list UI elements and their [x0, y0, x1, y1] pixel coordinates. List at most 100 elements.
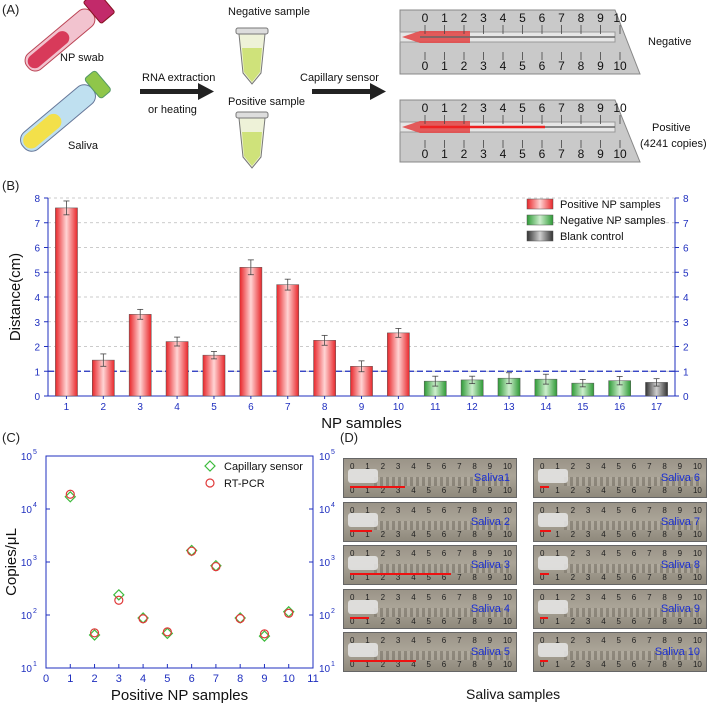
photo-tick: 10	[502, 660, 512, 669]
photo-tick: 9	[487, 636, 493, 645]
ruler-tick-label: 10	[613, 147, 627, 161]
rt-pcr-point	[89, 628, 100, 638]
x-tick-label: 12	[467, 402, 479, 413]
photo-tick: 0	[350, 616, 355, 626]
photo-tick: 8	[662, 549, 667, 558]
y-tick-label-right: 0	[683, 392, 689, 403]
ruler-tick-label: 9	[597, 101, 604, 115]
photo-ruler-bottom: 0 1 2 3 4 5 6 7 8 9 10	[540, 617, 702, 626]
negative-sensor	[399, 9, 641, 75]
capillary-sensor-point	[161, 627, 174, 640]
bar	[128, 314, 152, 397]
photo-tick: 7	[647, 505, 652, 515]
x-tick-label: 10	[283, 673, 295, 685]
photo-tick: 5	[426, 592, 431, 602]
photo-tick: 5	[426, 462, 431, 471]
photo-tick: 1	[555, 573, 560, 582]
bar	[239, 267, 263, 397]
photo-tick: 2	[380, 505, 386, 515]
photo-tick: 9	[677, 529, 683, 539]
saliva-photo: 0 1 2 3 4 5 6 7 8 9 10 0 1 2 3 4 5 6 7 8 9 10 Saliva 7	[533, 501, 707, 542]
photo-tick: 7	[457, 616, 462, 626]
positive-tube	[235, 111, 269, 169]
saliva-photo: 0 1 2 3 4 5 6 7 8 9 10 0 1 2 3 4 5 6 7 8 9 10 Saliva 2	[343, 501, 517, 542]
legend-marker	[204, 460, 216, 472]
photo-tick: 1	[365, 529, 370, 539]
photo-tick: 6	[441, 592, 447, 602]
photo-ruler-top: 0 1 2 3 4 5 6 7 8 9 10	[350, 549, 512, 558]
photo-red-mark	[540, 573, 550, 575]
photo-tick: 6	[631, 505, 637, 515]
photo-tick: 3	[395, 573, 401, 582]
or-heating-label: or heating	[148, 104, 197, 116]
rt-pcr-point	[259, 629, 270, 639]
photo-tick: 4	[601, 549, 606, 558]
y-tick-base: 10	[21, 505, 33, 516]
photo-tick: 9	[487, 549, 493, 558]
photo-tick: 9	[677, 486, 683, 495]
y-axis-label: Copies/μL	[3, 528, 20, 596]
photo-tick: 9	[487, 573, 493, 582]
x-tick-label: 15	[577, 402, 589, 413]
photo-tick: 7	[457, 462, 462, 471]
photo-tick: 4	[601, 486, 606, 495]
positive-copies-label: (4241 copies)	[640, 138, 707, 150]
photo-tick: 10	[502, 636, 512, 645]
photo-tick: 8	[472, 660, 477, 669]
photo-tick: 0	[350, 486, 355, 495]
photo-channel	[564, 651, 700, 660]
ruler-tick-label: 0	[422, 101, 429, 115]
photo-tick: 3	[585, 660, 591, 669]
ruler-tick-label: 8	[578, 147, 585, 161]
ruler-tick-label: 2	[461, 59, 468, 73]
photo-tick: 9	[487, 592, 493, 602]
ruler-tick-label: 4	[500, 59, 507, 73]
photo-tick: 2	[570, 660, 576, 669]
photo-tick: 9	[677, 505, 683, 515]
photo-tick: 10	[692, 660, 702, 669]
photo-tick: 1	[555, 505, 560, 515]
photo-tick: 5	[426, 549, 431, 558]
photo-tick: 9	[677, 636, 683, 645]
photo-tick: 5	[426, 529, 431, 539]
bar	[165, 341, 189, 397]
photo-tick: 0	[540, 616, 545, 626]
photo-tick: 1	[555, 636, 560, 645]
photo-tick: 10	[502, 529, 512, 539]
photo-label: Saliva 10	[654, 646, 700, 658]
photo-tick: 4	[601, 616, 606, 626]
photo-tick: 0	[350, 549, 355, 558]
photo-channel	[564, 607, 700, 617]
photo-tick: 7	[647, 462, 652, 471]
photo-tick: 3	[585, 616, 591, 626]
saliva-samples-caption: Saliva samples	[466, 686, 561, 702]
photo-tick: 3	[395, 505, 401, 515]
photo-tick: 2	[570, 462, 576, 471]
photo-tick: 4	[601, 660, 606, 669]
photo-tick: 10	[502, 592, 512, 602]
photo-ruler-top: 0 1 2 3 4 5 6 7 8 9 10	[540, 593, 702, 602]
x-tick-label: 14	[540, 402, 552, 413]
photo-tick: 1	[555, 529, 560, 539]
photo-red-mark	[350, 486, 406, 488]
photo-tick: 9	[487, 616, 493, 626]
photo-tick: 9	[487, 486, 493, 495]
photo-tick: 3	[585, 505, 591, 515]
y-tick-base: 10	[21, 558, 33, 569]
photo-ruler-top: 0 1 2 3 4 5 6 7 8 9 10	[350, 462, 512, 471]
photo-tick: 3	[585, 529, 591, 539]
x-tick-label: 16	[614, 402, 626, 413]
rt-pcr-point	[284, 608, 294, 618]
rt-pcr-point	[162, 627, 172, 637]
photo-tick: 10	[692, 573, 702, 582]
saliva-label: Saliva	[68, 140, 98, 152]
photo-tick: 1	[365, 486, 370, 495]
photo-label: Saliva 6	[660, 472, 700, 484]
photo-tick: 3	[585, 549, 591, 558]
saliva-photo: 0 1 2 3 4 5 6 7 8 9 10 0 1 2 3 4 5 6 7 8 9 10 Saliva 4	[343, 588, 517, 629]
photo-tick: 0	[540, 529, 545, 539]
x-tick-label: 9	[261, 673, 267, 685]
photo-tick: 0	[350, 660, 355, 669]
photo-tick: 9	[677, 592, 683, 602]
photo-label: Saliva 3	[470, 559, 510, 571]
